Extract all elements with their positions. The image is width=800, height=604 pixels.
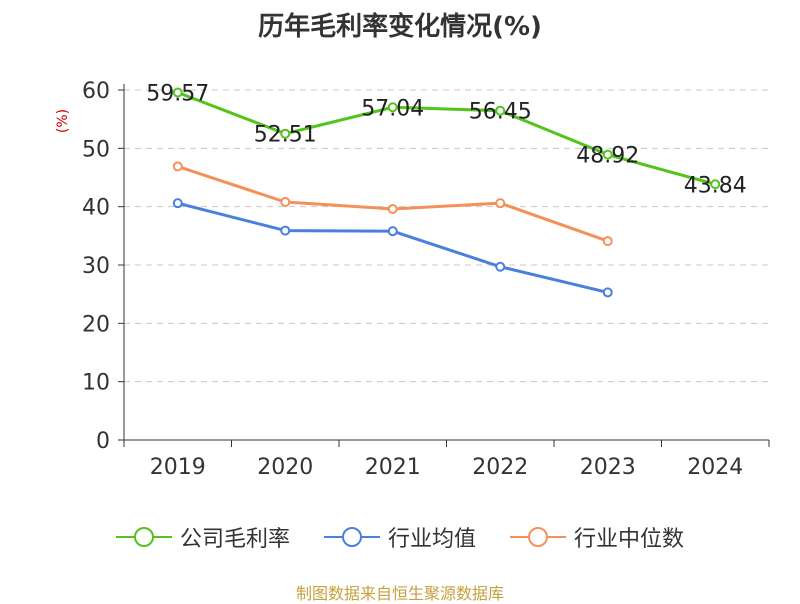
- data-point: [495, 198, 506, 209]
- data-point: [280, 197, 291, 207]
- data-label: 43.84: [684, 173, 747, 198]
- data-point: [172, 161, 183, 172]
- y-tick-label: 30: [82, 254, 110, 279]
- legend-marker-company: [115, 527, 172, 547]
- chart-title: 历年毛利率变化情况(%): [258, 12, 542, 42]
- data-point: [387, 102, 398, 113]
- data-label: 56.45: [469, 100, 532, 125]
- legend-label-industry-mean: 行业均值: [387, 527, 476, 552]
- x-tick-label: 2023: [580, 455, 636, 480]
- y-tick-label: 0: [96, 429, 110, 454]
- data-label: 59.57: [146, 82, 209, 107]
- series-line-0: [176, 91, 717, 186]
- legend-marker-industry-median: [510, 527, 566, 547]
- x-tick-label: 2021: [365, 455, 421, 480]
- data-point: [280, 225, 291, 236]
- legend-label-company: 公司毛利率: [179, 527, 290, 552]
- y-tick-label: 40: [82, 196, 110, 221]
- data-point: [602, 236, 613, 247]
- data-point: [172, 198, 183, 209]
- x-tick-label: 2020: [257, 455, 313, 480]
- series-line-1: [176, 201, 610, 294]
- y-tick-label: 20: [82, 312, 110, 337]
- legend: 公司毛利率 行业均值 行业中位数: [0, 521, 800, 553]
- data-point: [387, 226, 398, 237]
- data-label: 52.51: [254, 123, 317, 148]
- data-point: [172, 87, 183, 98]
- y-tick-label: 10: [82, 371, 110, 396]
- legend-label-industry-median: 行业中位数: [574, 527, 685, 552]
- data-source-note: 制图数据来自恒生聚源数据库: [295, 584, 504, 603]
- data-point: [710, 179, 721, 190]
- x-tick-label: 2022: [472, 455, 528, 480]
- legend-marker-industry-mean: [323, 527, 380, 547]
- data-label: 48.92: [576, 144, 639, 169]
- legend-item-industry-mean[interactable]: 行业均值: [323, 521, 476, 553]
- legend-item-company[interactable]: 公司毛利率: [115, 521, 290, 553]
- data-label: 57.04: [361, 96, 424, 121]
- data-point: [602, 287, 613, 298]
- x-tick-label: 2024: [687, 455, 743, 480]
- data-point: [495, 105, 506, 116]
- legend-item-industry-median[interactable]: 行业中位数: [510, 521, 684, 553]
- data-point: [280, 128, 291, 139]
- y-tick-label: 50: [82, 137, 110, 162]
- x-tick-label: 2019: [150, 455, 206, 480]
- data-point: [602, 149, 613, 160]
- data-point: [387, 204, 398, 214]
- y-tick-label: 60: [82, 79, 110, 104]
- data-point: [495, 261, 506, 272]
